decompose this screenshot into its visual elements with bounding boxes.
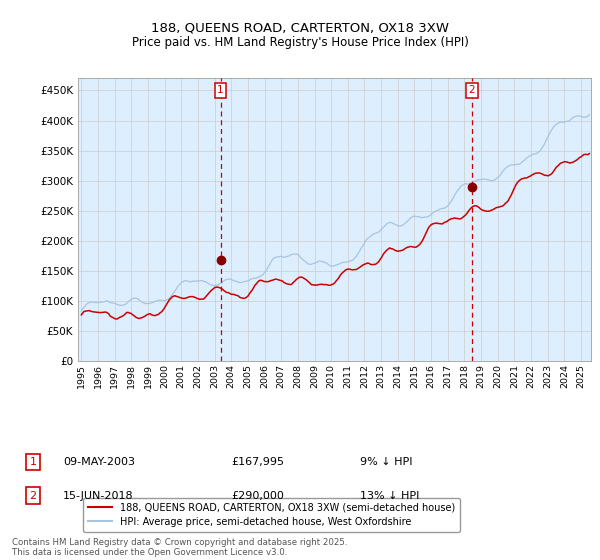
Legend: 188, QUEENS ROAD, CARTERTON, OX18 3XW (semi-detached house), HPI: Average price,: 188, QUEENS ROAD, CARTERTON, OX18 3XW (s…: [83, 498, 460, 531]
Text: 15-JUN-2018: 15-JUN-2018: [63, 491, 134, 501]
Text: £167,995: £167,995: [231, 457, 284, 467]
Text: £290,000: £290,000: [231, 491, 284, 501]
Text: Contains HM Land Registry data © Crown copyright and database right 2025.
This d: Contains HM Land Registry data © Crown c…: [12, 538, 347, 557]
Text: 188, QUEENS ROAD, CARTERTON, OX18 3XW: 188, QUEENS ROAD, CARTERTON, OX18 3XW: [151, 21, 449, 34]
Text: 2: 2: [29, 491, 37, 501]
Text: 2: 2: [469, 86, 475, 95]
Text: Price paid vs. HM Land Registry's House Price Index (HPI): Price paid vs. HM Land Registry's House …: [131, 36, 469, 49]
Text: 1: 1: [29, 457, 37, 467]
Text: 09-MAY-2003: 09-MAY-2003: [63, 457, 135, 467]
Text: 1: 1: [217, 86, 224, 95]
Text: 13% ↓ HPI: 13% ↓ HPI: [360, 491, 419, 501]
Text: 9% ↓ HPI: 9% ↓ HPI: [360, 457, 413, 467]
